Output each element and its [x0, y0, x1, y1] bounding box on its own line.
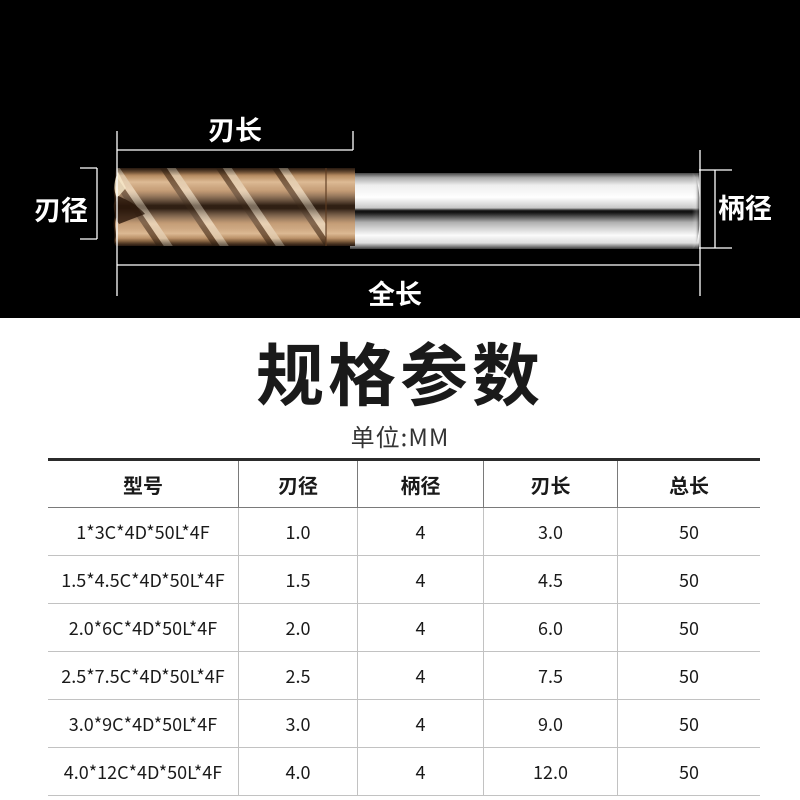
svg-text:全长: 全长 [368, 273, 422, 312]
svg-text:刃长: 刃长 [208, 109, 262, 148]
svg-text:柄径: 柄径 [718, 187, 772, 226]
svg-text:刃径: 刃径 [34, 189, 88, 228]
